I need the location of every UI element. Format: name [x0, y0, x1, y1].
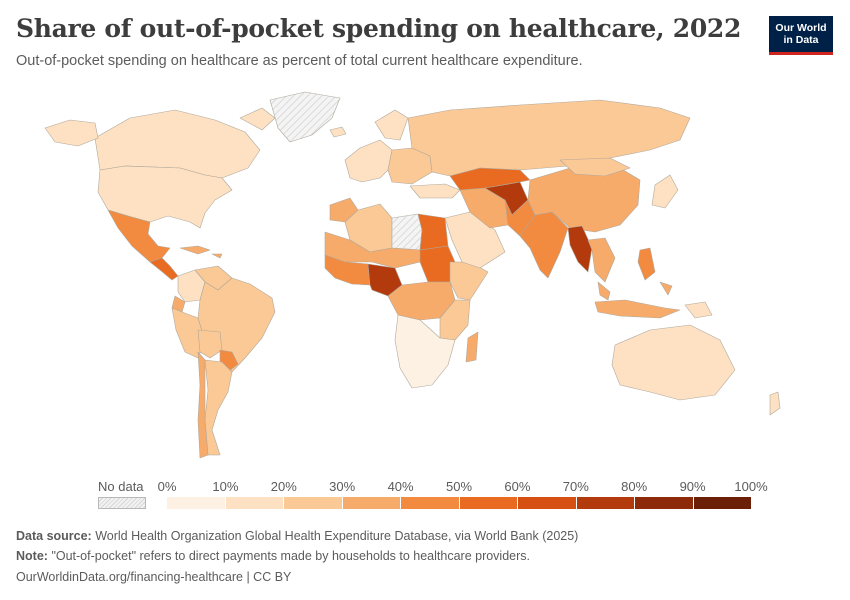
region-russia[interactable]: [407, 99, 691, 177]
legend-no-data-label: No data: [98, 479, 144, 494]
region-horn-of-africa[interactable]: [449, 261, 489, 301]
legend-tick-label: 80%: [621, 479, 648, 494]
note-line: Note: "Out-of-pocket" refers to direct p…: [16, 549, 530, 563]
legend-tick-label: 40%: [387, 479, 414, 494]
region-southern-africa[interactable]: [394, 314, 456, 389]
legend-bin-9[interactable]: [693, 497, 751, 509]
legend-bin-6[interactable]: [518, 497, 577, 509]
region-indonesia[interactable]: [594, 281, 681, 319]
region-papua-new-guinea[interactable]: [684, 301, 713, 319]
legend-bin-2[interactable]: [284, 497, 343, 509]
chart-title: Share of out-of-pocket spending on healt…: [16, 14, 742, 43]
legend-bin-0[interactable]: [167, 497, 226, 509]
legend-tick-label: 70%: [562, 479, 589, 494]
region-bolivia[interactable]: [197, 329, 223, 359]
legend-tick-label: 30%: [329, 479, 356, 494]
region-egypt[interactable]: [417, 213, 449, 251]
legend-tick-label: 20%: [270, 479, 297, 494]
region-madagascar[interactable]: [465, 331, 479, 363]
color-legend: No data 0% 10% 20% 30% 40% 50% 60% 70% 80% 90% 100…: [0, 475, 850, 515]
legend-tick-label: 60%: [504, 479, 531, 494]
footer-link[interactable]: OurWorldinData.org/financing-healthcare …: [16, 570, 292, 584]
logo-line-1: Our World: [775, 22, 827, 34]
data-source-text[interactable]: World Health Organization Global Health …: [95, 529, 579, 543]
note-text: "Out-of-pocket" refers to direct payment…: [51, 549, 530, 563]
legend-bin-5[interactable]: [459, 497, 518, 509]
legend-tick-label: 0%: [157, 479, 177, 494]
region-myanmar-bangladesh[interactable]: [567, 225, 593, 273]
region-argentina[interactable]: [204, 359, 233, 456]
region-libya[interactable]: [391, 213, 423, 251]
legend-no-data-swatch[interactable]: [98, 497, 146, 509]
region-caribbean[interactable]: [179, 245, 223, 259]
region-mexico[interactable]: [107, 209, 171, 263]
region-new-zealand[interactable]: [769, 391, 781, 416]
legend-tick-label: 50%: [445, 479, 473, 494]
region-philippines[interactable]: [637, 247, 656, 281]
region-japan[interactable]: [651, 174, 679, 209]
region-mongolia[interactable]: [559, 157, 631, 177]
chart-subtitle: Out-of-pocket spending on healthcare as …: [16, 53, 583, 69]
legend-bin-7[interactable]: [576, 497, 635, 509]
world-map: [44, 91, 781, 459]
region-turkey[interactable]: [409, 183, 461, 199]
region-southeast-asia[interactable]: [587, 237, 616, 301]
logo-line-2: in Data: [783, 34, 819, 46]
legend-color-bins: [167, 497, 751, 509]
legend-bin-3[interactable]: [342, 497, 401, 509]
note-label: Note:: [16, 549, 48, 563]
legend-bin-8[interactable]: [635, 497, 694, 509]
legend-tick-label: 10%: [212, 479, 239, 494]
region-central-asia[interactable]: [449, 167, 531, 191]
legend-tick-label: 90%: [679, 479, 706, 494]
legend-bin-4[interactable]: [401, 497, 460, 509]
region-greenland[interactable]: [269, 91, 341, 143]
region-brazil[interactable]: [197, 277, 276, 373]
region-australia[interactable]: [611, 324, 736, 401]
region-iceland[interactable]: [329, 126, 347, 138]
legend-tick-label: 100%: [734, 479, 768, 494]
legend-bin-1[interactable]: [225, 497, 284, 509]
data-source-line: Data source: World Health Organization G…: [16, 529, 578, 543]
owid-logo[interactable]: Our World in Data: [769, 16, 833, 55]
region-central-america[interactable]: [149, 257, 179, 281]
data-source-label: Data source:: [16, 529, 92, 543]
region-west-africa[interactable]: [324, 254, 371, 286]
region-alaska[interactable]: [44, 119, 99, 147]
region-chile[interactable]: [197, 351, 209, 459]
